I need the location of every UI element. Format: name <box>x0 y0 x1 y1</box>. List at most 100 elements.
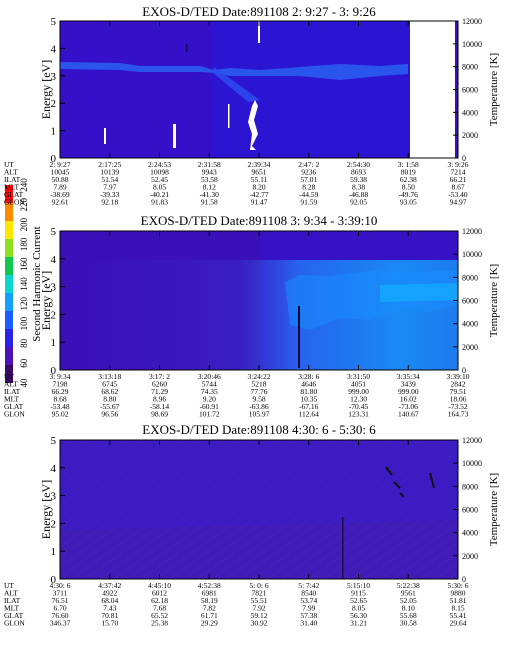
y2-tick-label: 6000 <box>462 297 478 306</box>
info-cell: 18.06 <box>450 395 467 404</box>
info-cell: 5: 0: 6 <box>249 581 268 590</box>
colorbar-tick-label: 160 <box>19 257 29 271</box>
info-cell: 55.11 <box>251 175 268 184</box>
info-cell: 2:47: 2 <box>298 160 319 169</box>
info-cell: 105.97 <box>249 410 270 419</box>
info-cell: 8.68 <box>53 395 66 404</box>
info-cell: 3:31:50 <box>347 372 370 381</box>
colorbar-tick-label: 240 <box>19 178 29 192</box>
info-cell: 8.50 <box>402 183 415 192</box>
info-cell: 9651 <box>252 168 267 177</box>
y-axis-label: Energy [eV] <box>39 271 53 330</box>
panel-2-axes: EXOS-D/TED Date:891108 3: 9:34 - 3:39:10… <box>4 213 500 419</box>
info-cell: 112.64 <box>299 410 320 419</box>
info-cell: -38.69 <box>50 190 70 199</box>
info-cell: 4922 <box>102 589 117 598</box>
info-cell: 10139 <box>100 168 119 177</box>
info-cell: 9880 <box>451 589 466 598</box>
y2-tick-label: 6000 <box>462 506 478 515</box>
info-cell: 77.76 <box>251 387 268 396</box>
colorbar-tick-label: 200 <box>19 217 29 231</box>
info-cell: 7.43 <box>103 604 116 613</box>
info-cell: 30.58 <box>400 619 417 628</box>
info-cell: 81.80 <box>300 387 317 396</box>
colorbar-tick-label: 60 <box>19 358 29 368</box>
info-cell: 3:28: 6 <box>298 372 319 381</box>
info-cell: 10098 <box>150 168 169 177</box>
info-cell: 51.54 <box>101 175 118 184</box>
info-cell: 98.69 <box>151 410 168 419</box>
info-cell: 3:13:18 <box>98 372 121 381</box>
y2-tick-label: 4000 <box>462 529 478 538</box>
y-tick-label: 5 <box>51 435 57 447</box>
info-cell: 3: 1:58 <box>398 160 419 169</box>
info-cell: 62.38 <box>400 175 417 184</box>
info-cell: 3:35:34 <box>397 372 420 381</box>
info-cell: 55.68 <box>400 611 417 620</box>
colorbar-tick-label: 140 <box>19 277 29 291</box>
y2-tick-label: 6000 <box>462 86 478 95</box>
info-cell: 62.18 <box>151 596 168 605</box>
info-cell: 3: 9:34 <box>49 372 70 381</box>
y-tick-label: 3 <box>51 71 57 83</box>
info-cell: 76.60 <box>52 611 69 620</box>
info-cell: 57.01 <box>300 175 317 184</box>
info-cell: -60.91 <box>200 402 220 411</box>
info-cell: 29.29 <box>201 619 218 628</box>
info-cell: 15.70 <box>101 619 118 628</box>
y2-tick-label: 8000 <box>462 273 478 282</box>
info-cell: -49.76 <box>399 190 419 199</box>
info-cell: 4:52:38 <box>198 581 221 590</box>
info-cell: 92.61 <box>52 198 69 207</box>
info-cell: 8.12 <box>203 183 216 192</box>
y2-tick-label: 2000 <box>462 343 478 352</box>
info-cell: 65.52 <box>151 611 168 620</box>
colorbar <box>5 185 13 383</box>
y-tick-label: 5 <box>51 226 57 238</box>
info-row-label: ALT <box>4 589 18 598</box>
info-cell: -67.16 <box>299 402 319 411</box>
info-cell: 7214 <box>451 168 466 177</box>
info-cell: 5744 <box>202 380 217 389</box>
info-cell: 4:45:10 <box>148 581 171 590</box>
y2-tick-label: 10000 <box>462 250 482 259</box>
info-cell: 8019 <box>401 168 416 177</box>
info-cell: 25.38 <box>151 619 168 628</box>
info-cell: -41.30 <box>200 190 220 199</box>
info-cell: 6981 <box>202 589 217 598</box>
info-cell: 8.67 <box>451 183 464 192</box>
info-cell: 55.51 <box>251 596 268 605</box>
colorbar-label: Second Harmonic Current <box>31 226 43 341</box>
y2-tick-label: 8000 <box>462 482 478 491</box>
y2-tick-label: 12000 <box>462 227 482 236</box>
info-cell: 9236 <box>301 168 316 177</box>
panel-1-axes: EXOS-D/TED Date:891108 2: 9:27 - 3: 9:26… <box>4 4 500 207</box>
info-row-label: GLAT <box>4 190 24 199</box>
info-cell: 3:39:10 <box>447 372 470 381</box>
panel-title: EXOS-D/TED Date:891108 2: 9:27 - 3: 9:26 <box>142 4 376 19</box>
info-cell: 66.29 <box>52 387 69 396</box>
info-cell: 58.19 <box>201 596 218 605</box>
info-cell: -39.33 <box>100 190 120 199</box>
info-cell: 94.97 <box>450 198 467 207</box>
info-cell: 52.45 <box>151 175 168 184</box>
info-cell: 8.28 <box>302 183 315 192</box>
info-cell: 4:37:42 <box>98 581 121 590</box>
y-axis-label: Energy [eV] <box>39 60 53 119</box>
info-cell: 3439 <box>401 380 416 389</box>
y2-tick-label: 12000 <box>462 17 482 26</box>
info-cell: 96.56 <box>101 410 118 419</box>
info-cell: 79.51 <box>450 387 467 396</box>
info-row-label: ALT <box>4 380 18 389</box>
info-cell: 101.72 <box>199 410 220 419</box>
info-cell: 6745 <box>102 380 117 389</box>
info-cell: 140.67 <box>398 410 419 419</box>
y-tick-label: 3 <box>51 491 57 503</box>
info-cell: 123.31 <box>348 410 369 419</box>
info-cell: 91.83 <box>151 198 168 207</box>
info-cell: -44.59 <box>299 190 319 199</box>
info-cell: -73.52 <box>448 402 468 411</box>
info-cell: 8540 <box>301 589 316 598</box>
info-row-label: UT <box>4 160 14 169</box>
y2-tick-label: 0 <box>462 575 466 584</box>
